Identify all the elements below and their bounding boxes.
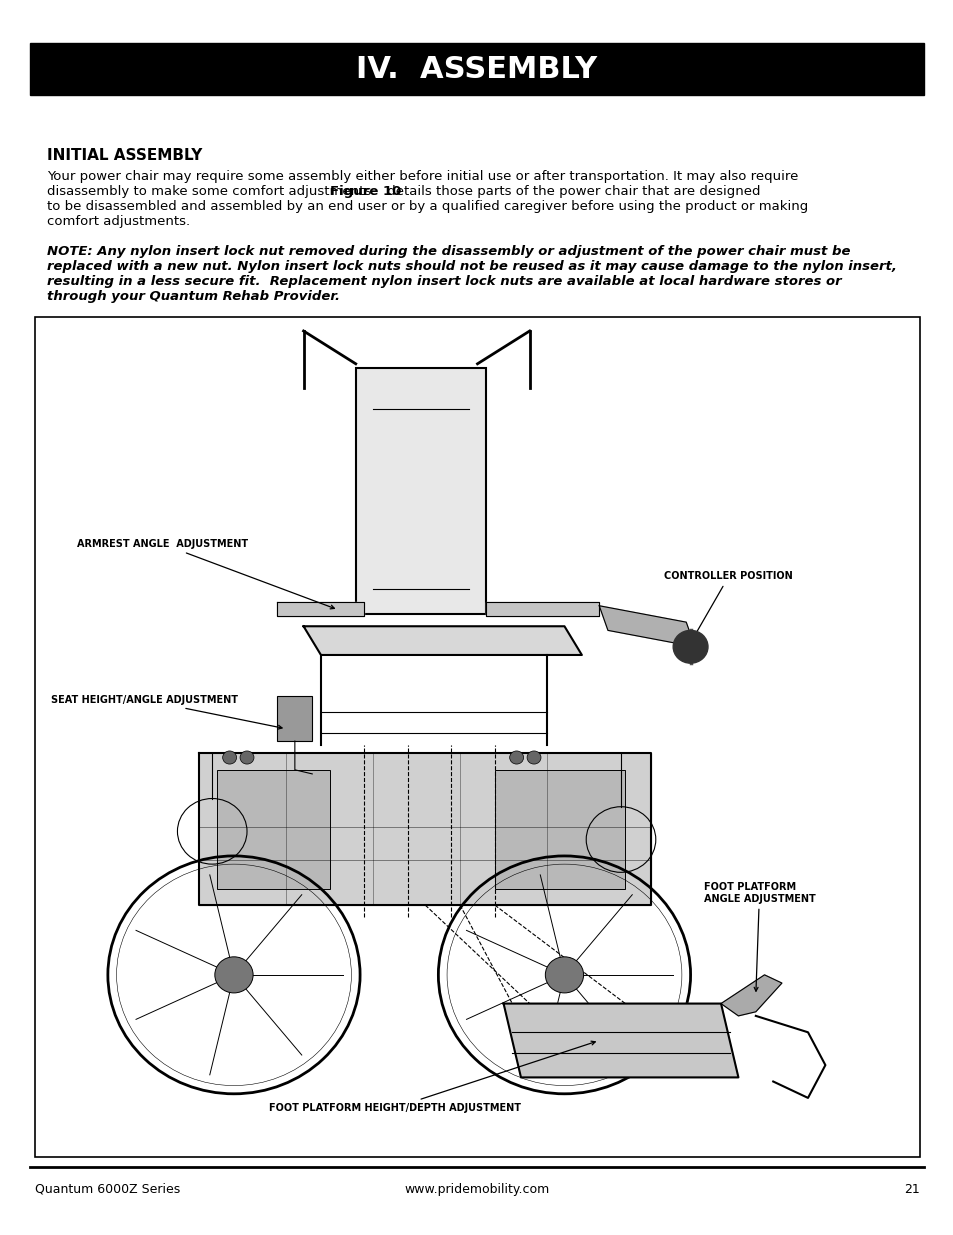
Text: Quantum 6000Z Series: Quantum 6000Z Series (35, 1183, 180, 1195)
Circle shape (545, 957, 583, 993)
Polygon shape (503, 1004, 738, 1077)
Bar (35, 317, 919, 1157)
Circle shape (214, 957, 253, 993)
Text: replaced with a new nut. Nylon insert lock nuts should not be reused as it may c: replaced with a new nut. Nylon insert lo… (47, 261, 896, 273)
Polygon shape (598, 605, 694, 647)
Polygon shape (277, 601, 364, 615)
Bar (216, 769, 330, 889)
Text: CONTROLLER POSITION: CONTROLLER POSITION (664, 571, 792, 638)
Text: Your power chair may require some assembly either before initial use or after tr: Your power chair may require some assemb… (47, 170, 798, 183)
Polygon shape (199, 753, 651, 905)
Text: FOOT PLATFORM
ANGLE ADJUSTMENT: FOOT PLATFORM ANGLE ADJUSTMENT (703, 882, 815, 992)
Text: details those parts of the power chair that are designed: details those parts of the power chair t… (382, 185, 760, 198)
Circle shape (240, 751, 253, 764)
Bar (30, 43, 923, 95)
Text: through your Quantum Rehab Provider.: through your Quantum Rehab Provider. (47, 290, 339, 303)
Bar (355, 368, 486, 614)
Text: resulting in a less secure fit.  Replacement nylon insert lock nuts are availabl: resulting in a less secure fit. Replacem… (47, 275, 841, 288)
Circle shape (526, 751, 540, 764)
Polygon shape (720, 974, 781, 1016)
Bar (495, 769, 625, 889)
Text: to be disassembled and assembled by an end user or by a qualified caregiver befo: to be disassembled and assembled by an e… (47, 200, 807, 212)
Text: NOTE: Any nylon insert lock nut removed during the disassembly or adjustment of : NOTE: Any nylon insert lock nut removed … (47, 245, 850, 258)
Bar (277, 697, 312, 741)
Text: comfort adjustments.: comfort adjustments. (47, 215, 190, 228)
Text: ARMREST ANGLE  ADJUSTMENT: ARMREST ANGLE ADJUSTMENT (77, 540, 335, 609)
Text: IV.  ASSEMBLY: IV. ASSEMBLY (356, 54, 597, 84)
Circle shape (673, 630, 707, 663)
Circle shape (509, 751, 523, 764)
Text: 21: 21 (903, 1183, 919, 1195)
Text: www.pridemobility.com: www.pridemobility.com (404, 1183, 549, 1195)
Text: FOOT PLATFORM HEIGHT/DEPTH ADJUSTMENT: FOOT PLATFORM HEIGHT/DEPTH ADJUSTMENT (269, 1041, 595, 1113)
Polygon shape (486, 601, 598, 615)
Text: disassembly to make some comfort adjustments.: disassembly to make some comfort adjustm… (47, 185, 379, 198)
Polygon shape (303, 626, 581, 655)
Text: Figure 10: Figure 10 (330, 185, 401, 198)
Text: INITIAL ASSEMBLY: INITIAL ASSEMBLY (47, 148, 202, 163)
Circle shape (222, 751, 236, 764)
Text: SEAT HEIGHT/ANGLE ADJUSTMENT: SEAT HEIGHT/ANGLE ADJUSTMENT (51, 695, 282, 729)
